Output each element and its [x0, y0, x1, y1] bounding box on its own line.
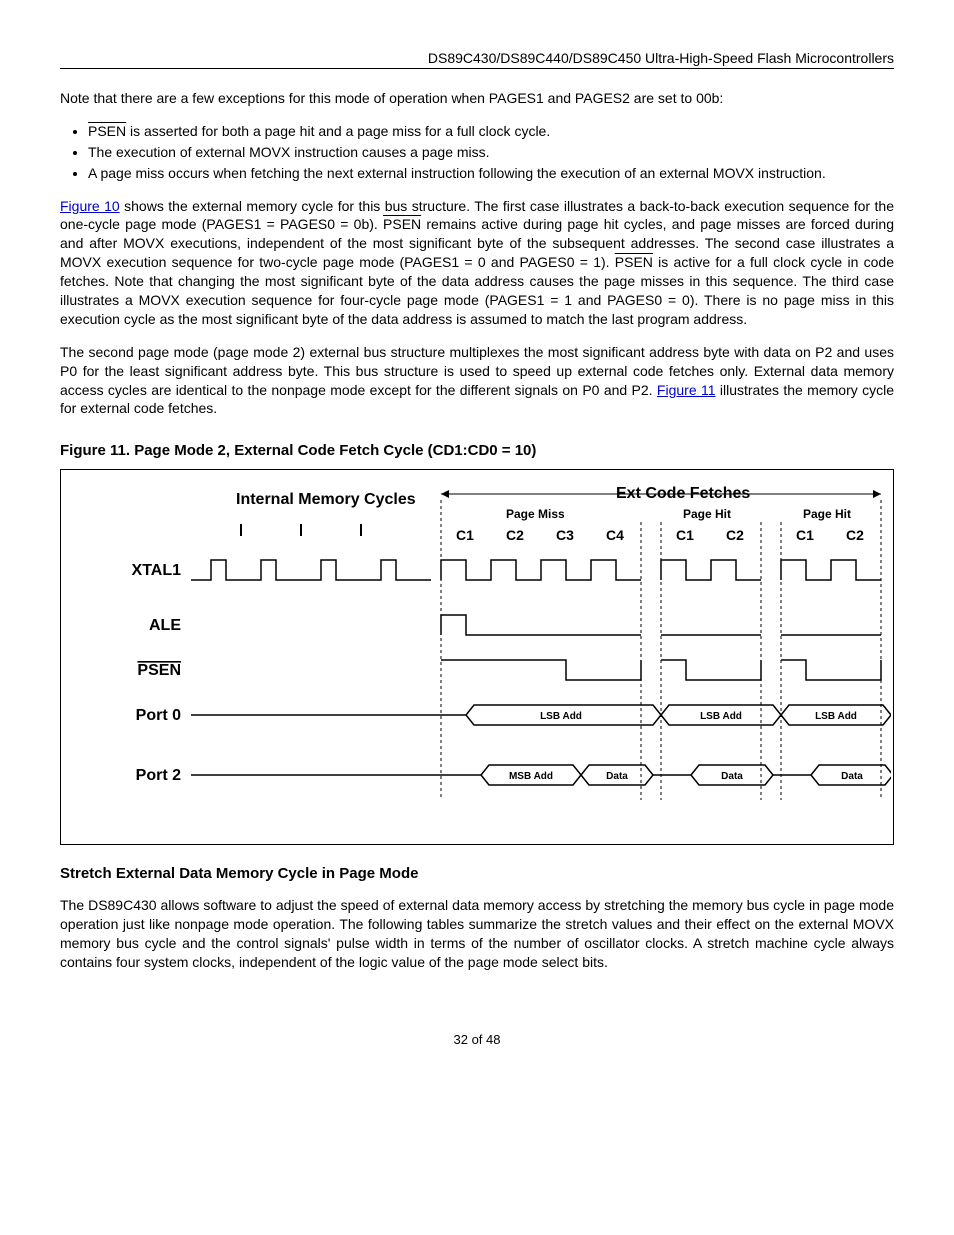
page-header: DS89C430/DS89C440/DS89C450 Ultra-High-Sp…: [60, 50, 894, 69]
figure-10-link[interactable]: Figure 10: [60, 198, 120, 214]
page-hit-label-2: Page Hit: [803, 507, 851, 521]
paragraph-4: The DS89C430 allows software to adjust t…: [60, 896, 894, 972]
internal-mem-label: Internal Memory Cycles: [236, 491, 416, 508]
svg-text:C1: C1: [796, 527, 814, 543]
svg-text:C1: C1: [456, 527, 474, 543]
paragraph-3: The second page mode (page mode 2) exter…: [60, 343, 894, 419]
port0-label: Port 0: [136, 707, 181, 724]
svg-text:Data: Data: [721, 771, 743, 782]
ale-label: ALE: [149, 617, 181, 634]
svg-text:C1: C1: [676, 527, 694, 543]
svg-text:C2: C2: [506, 527, 524, 543]
psen-signal: PSEN: [88, 123, 126, 139]
svg-text:MSB Add: MSB Add: [509, 771, 553, 782]
svg-text:LSB Add: LSB Add: [815, 711, 857, 722]
bullet-list: PSEN is asserted for both a page hit and…: [60, 122, 894, 183]
svg-text:LSB Add: LSB Add: [700, 711, 742, 722]
psen-signal: PSEN: [615, 254, 653, 270]
svg-text:C2: C2: [846, 527, 864, 543]
xtal1-wave: [191, 560, 881, 580]
psen-label: PSEN: [137, 662, 181, 679]
bullet-1: PSEN is asserted for both a page hit and…: [88, 122, 894, 141]
psen-signal: PSEN: [383, 216, 421, 232]
timing-diagram: Internal Memory Cycles Ext Code Fetches …: [60, 469, 894, 845]
svg-text:Data: Data: [841, 771, 863, 782]
figure-title: Figure 11. Page Mode 2, External Code Fe…: [60, 442, 894, 459]
svg-text:LSB Add: LSB Add: [540, 711, 582, 722]
svg-text:C2: C2: [726, 527, 744, 543]
port2-label: Port 2: [136, 767, 181, 784]
page-hit-label-1: Page Hit: [683, 507, 731, 521]
xtal1-label: XTAL1: [132, 562, 182, 579]
intro-text: Note that there are a few exceptions for…: [60, 89, 894, 108]
section-title: Stretch External Data Memory Cycle in Pa…: [60, 865, 894, 882]
bullet-2: The execution of external MOVX instructi…: [88, 143, 894, 162]
page-miss-label: Page Miss: [506, 507, 565, 521]
figure-11-link[interactable]: Figure 11: [657, 382, 716, 398]
timing-svg: Internal Memory Cycles Ext Code Fetches …: [61, 480, 891, 820]
svg-text:C3: C3: [556, 527, 574, 543]
bullet-3: A page miss occurs when fetching the nex…: [88, 164, 894, 183]
svg-text:Data: Data: [606, 771, 628, 782]
paragraph-2: Figure 10 shows the external memory cycl…: [60, 197, 894, 329]
page-footer: 32 of 48: [60, 1032, 894, 1047]
svg-text:C4: C4: [606, 527, 624, 543]
